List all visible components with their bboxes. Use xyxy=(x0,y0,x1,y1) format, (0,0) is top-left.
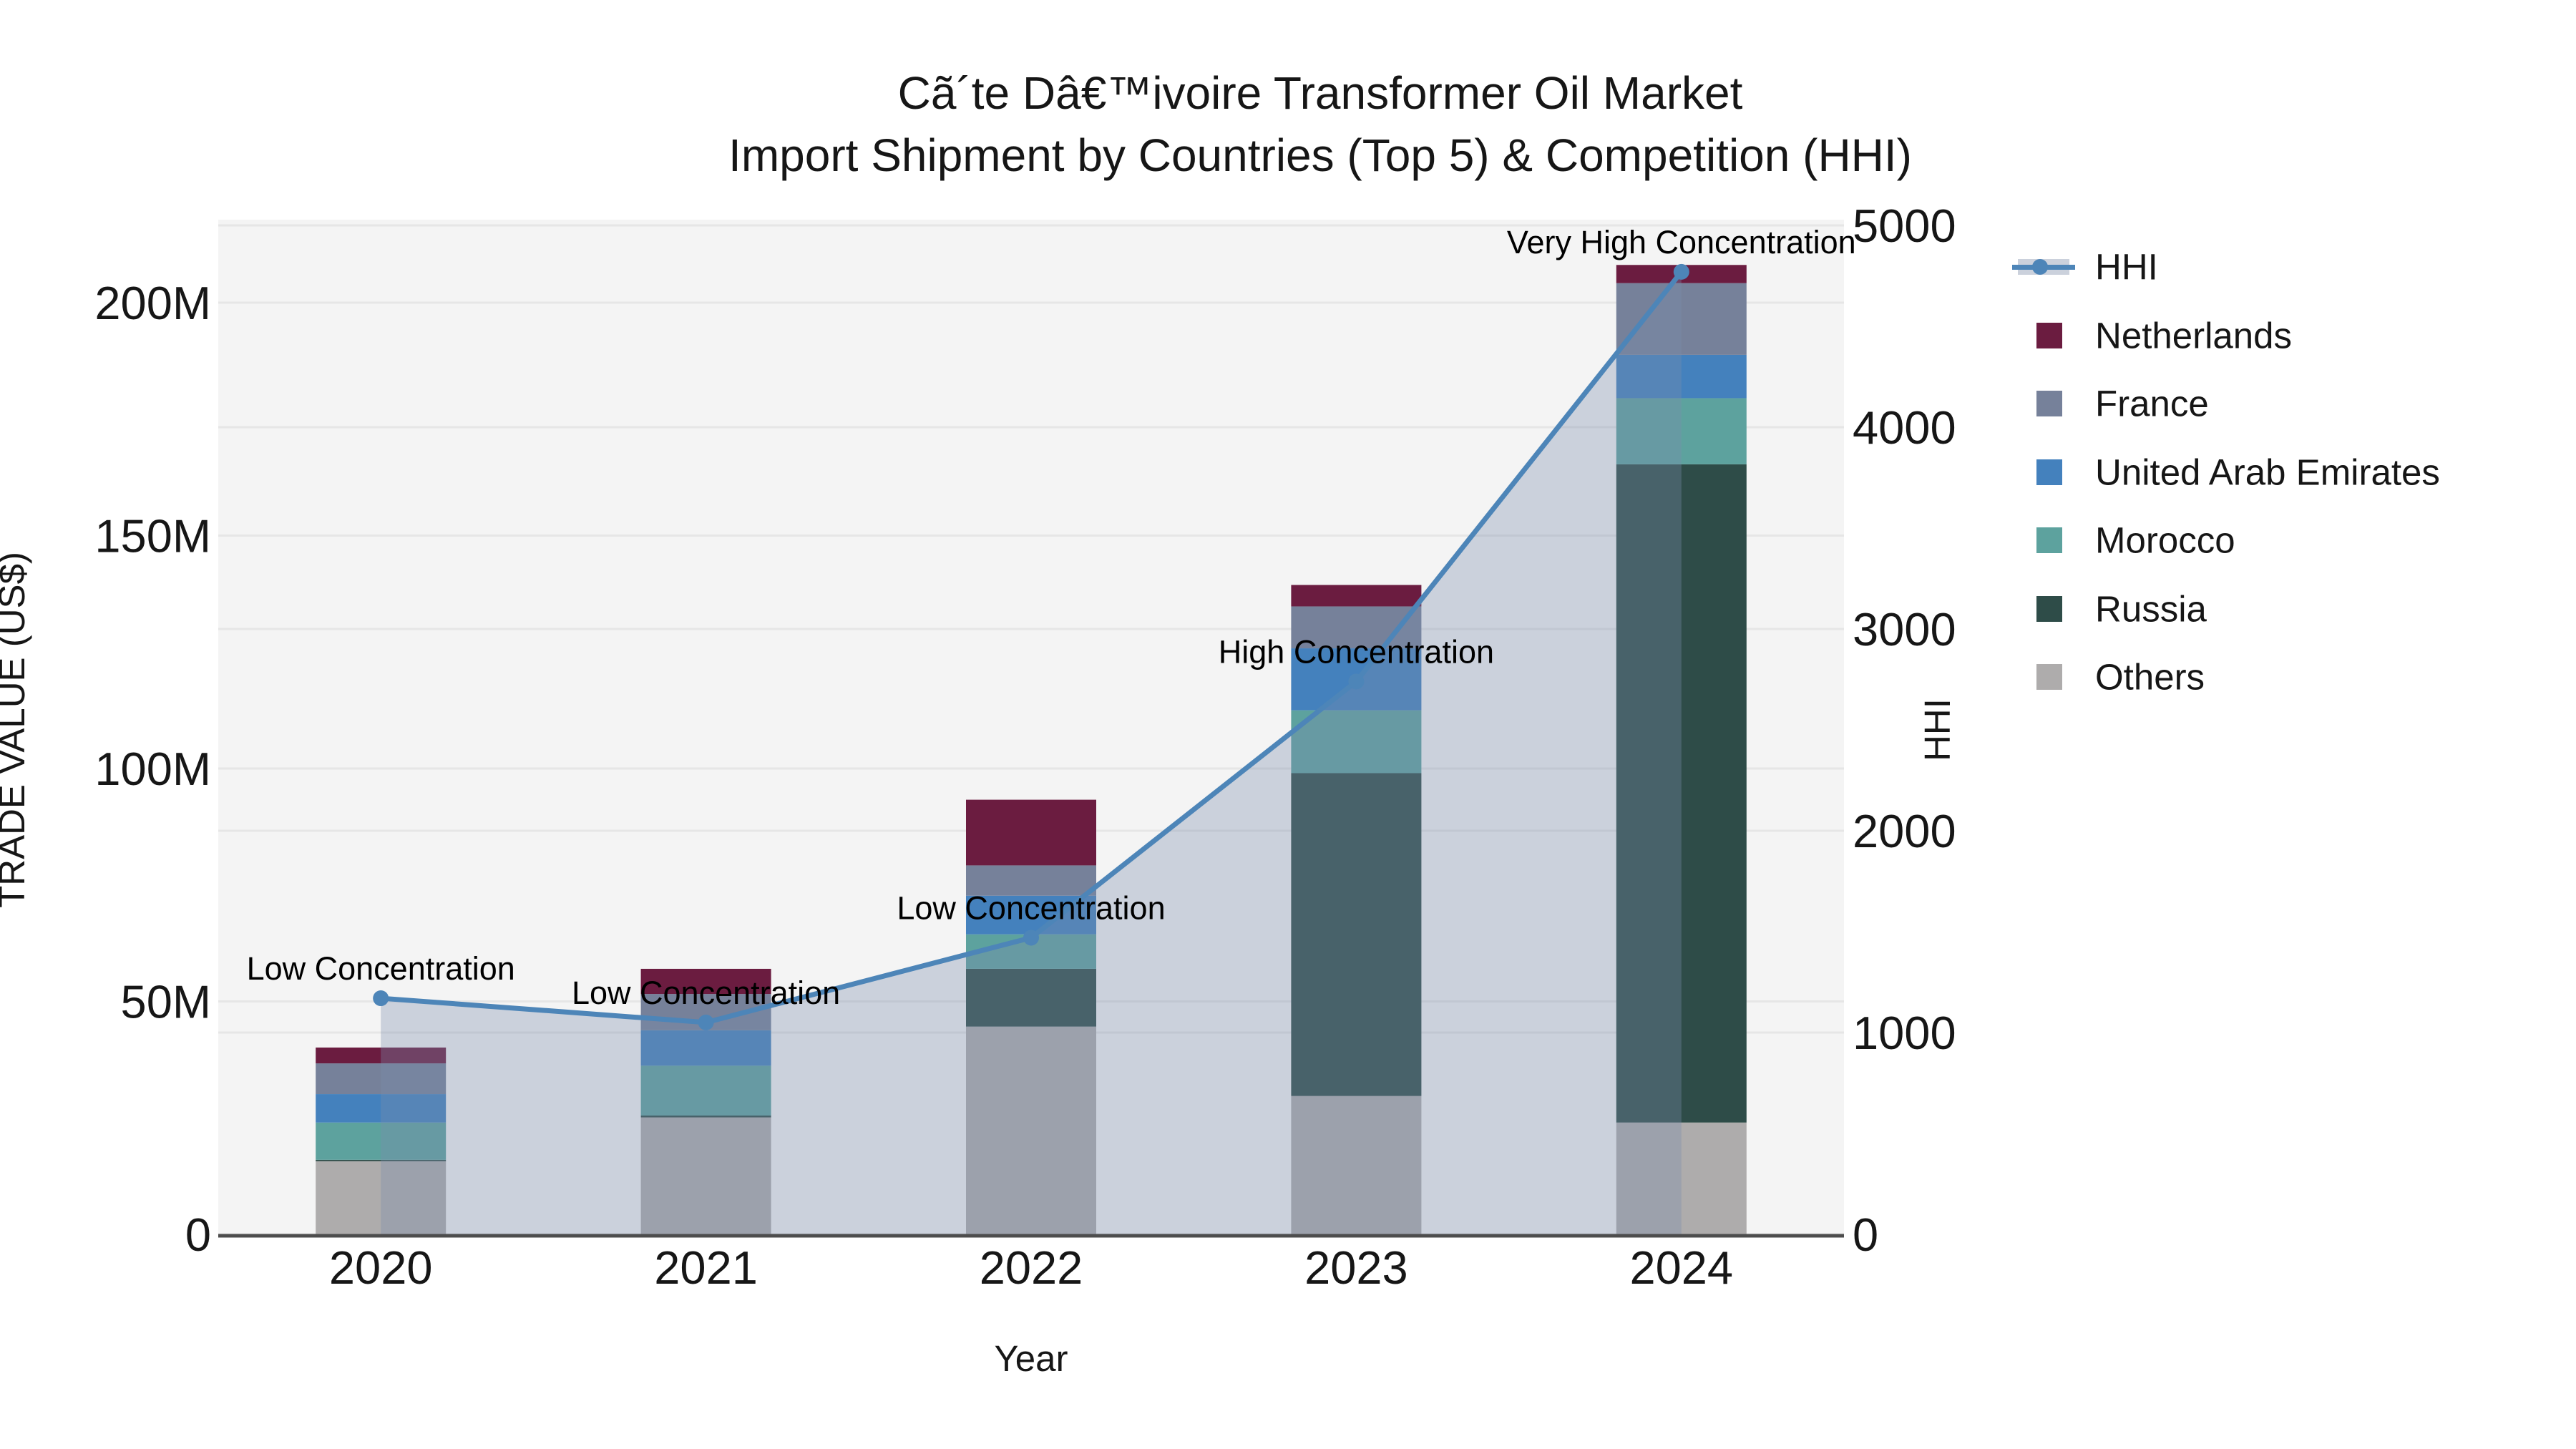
color-swatch-icon xyxy=(2036,527,2062,553)
bar-segment-france-2024[interactable] xyxy=(1616,283,1747,355)
hhi-line xyxy=(373,263,1689,1030)
color-swatch-icon xyxy=(2036,322,2062,348)
color-swatch-icon xyxy=(2036,595,2062,622)
x-tick-2022[interactable]: 2022 xyxy=(980,1241,1083,1294)
x-tick-2021[interactable]: 2021 xyxy=(654,1241,758,1294)
legend-item-label: HHI xyxy=(2095,246,2158,288)
hhi-marker-2022[interactable] xyxy=(1023,930,1039,946)
annotation-2021: Low Concentration xyxy=(572,975,840,1011)
legend-item-label: United Arab Emirates xyxy=(2095,452,2440,492)
bar-segment-others-2024[interactable] xyxy=(1616,1122,1747,1234)
bar-segment-others-2021[interactable] xyxy=(640,1117,771,1234)
x-tick-2024[interactable]: 2024 xyxy=(1629,1241,1733,1294)
bar-segment-others-2020[interactable] xyxy=(316,1161,447,1234)
y-left-axis-title: TRADE VALUE (US$) xyxy=(0,552,32,908)
bar-segment-netherlands-2023[interactable] xyxy=(1291,585,1422,607)
bar-segment-france-2022[interactable] xyxy=(966,865,1096,896)
stacked-bars xyxy=(316,265,1747,1234)
bar-segment-france-2020[interactable] xyxy=(316,1063,447,1095)
bar-segment-others-2022[interactable] xyxy=(966,1026,1096,1234)
bar-segment-others-2023[interactable] xyxy=(1291,1096,1422,1234)
axes: 0 50M 100M 150M 200M 0 1000 2000 3000 4000 5000 202… xyxy=(94,200,1956,1294)
y-right-tick-2000: 2000 xyxy=(1853,805,1956,857)
x-axis-title: Year xyxy=(994,1338,1068,1379)
hhi-marker-2021[interactable] xyxy=(698,1014,714,1030)
hhi-line-swatch-icon xyxy=(2008,258,2077,275)
bar-segment-united-arab-emirates-2021[interactable] xyxy=(640,1030,771,1066)
y-left-tick-200M: 200M xyxy=(94,277,211,329)
annotation-2024: Very High Concentration xyxy=(1507,224,1856,260)
y-right-tick-0: 0 xyxy=(1853,1209,1878,1261)
bar-segment-netherlands-2020[interactable] xyxy=(316,1047,447,1064)
bar-segment-russia-2023[interactable] xyxy=(1291,773,1422,1096)
color-swatch-icon xyxy=(2036,391,2062,416)
color-swatch-icon xyxy=(2036,459,2062,485)
hhi-marker-2020[interactable] xyxy=(373,990,389,1007)
chart-subtitle: Import Shipment by Countries (Top 5) & C… xyxy=(728,130,1912,181)
legend-item-label: Others xyxy=(2095,656,2205,698)
bar-segment-russia-2020[interactable] xyxy=(316,1159,447,1161)
bar-segment-morocco-2020[interactable] xyxy=(316,1122,447,1160)
annotation-2022: Low Concentration xyxy=(897,889,1165,926)
y-left-tick-0: 0 xyxy=(185,1209,211,1261)
bar-segment-united-arab-emirates-2020[interactable] xyxy=(316,1094,447,1123)
bar-segment-russia-2022[interactable] xyxy=(966,968,1096,1027)
y-right-tick-3000: 3000 xyxy=(1853,603,1956,655)
y-left-tick-150M: 150M xyxy=(94,510,211,562)
hhi-area-fill xyxy=(381,271,1682,1234)
y-right-tick-1000: 1000 xyxy=(1853,1007,1956,1059)
legend-item-label: Russia xyxy=(2095,588,2207,629)
bar-segment-united-arab-emirates-2024[interactable] xyxy=(1616,354,1747,399)
annotations: Low Concentration Low Concentration Low Co… xyxy=(247,224,1856,1011)
bar-segment-netherlands-2022[interactable] xyxy=(966,799,1096,866)
hhi-area xyxy=(381,271,1682,1234)
bar-segment-morocco-2023[interactable] xyxy=(1291,710,1422,774)
y-right-tick-5000: 5000 xyxy=(1853,200,1956,252)
legend-item-label: Netherlands xyxy=(2095,315,2292,356)
y-right-axis-title: HHI xyxy=(1917,698,1958,761)
y-right-tick-4000: 4000 xyxy=(1853,401,1956,454)
bar-segment-russia-2024[interactable] xyxy=(1616,464,1747,1123)
x-tick-2023[interactable]: 2023 xyxy=(1304,1241,1408,1294)
annotation-2023: High Concentration xyxy=(1219,633,1494,670)
bar-segment-morocco-2024[interactable] xyxy=(1616,398,1747,464)
x-tick-2020[interactable]: 2020 xyxy=(329,1241,433,1294)
hhi-marker-2024[interactable] xyxy=(1673,263,1689,280)
bar-segment-morocco-2021[interactable] xyxy=(640,1065,771,1116)
y-left-tick-100M: 100M xyxy=(94,743,211,795)
bar-segment-russia-2021[interactable] xyxy=(640,1115,771,1118)
hhi-marker-2023[interactable] xyxy=(1348,673,1365,690)
chart-title: Cã´te Dâ€™ivoire Transformer Oil Market xyxy=(897,67,1743,119)
annotation-2020: Low Concentration xyxy=(247,950,515,987)
legend-item-label: France xyxy=(2095,383,2209,424)
color-swatch-icon xyxy=(2036,664,2062,690)
legend-item-label: Morocco xyxy=(2095,519,2235,561)
bar-segment-netherlands-2021[interactable] xyxy=(640,968,771,995)
y-left-tick-50M: 50M xyxy=(121,976,211,1028)
